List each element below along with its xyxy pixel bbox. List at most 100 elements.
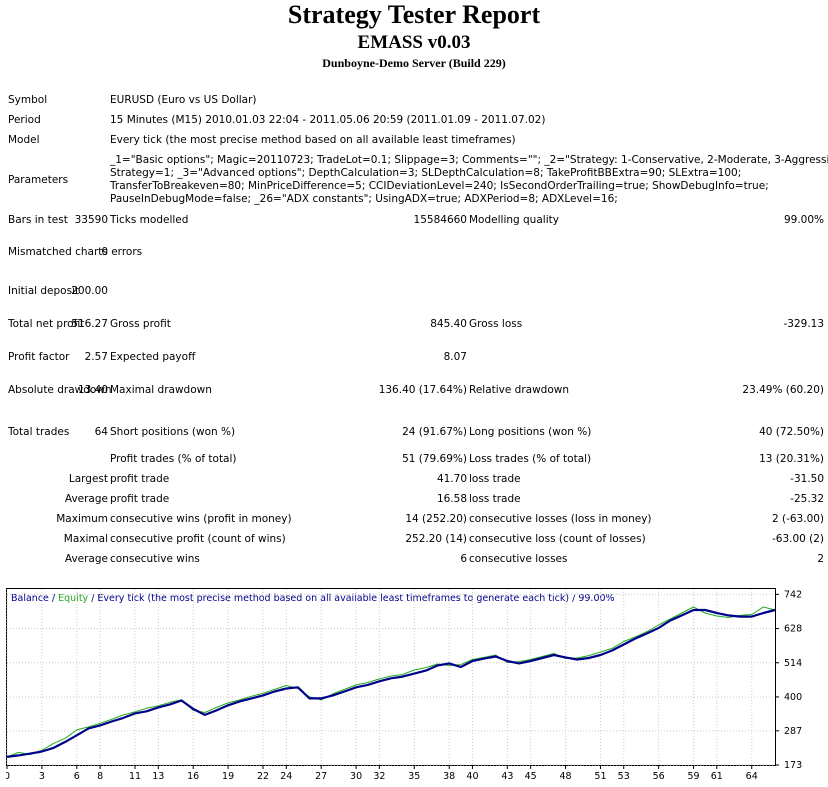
row-symbol: Symbol EURUSD (Euro vs US Dollar): [6, 90, 824, 110]
x-tick-label: 61: [711, 771, 723, 782]
series-layer: [6, 606, 776, 758]
maximum-label: Maximum: [56, 512, 108, 525]
maximal-cons-profit-value: 252.20 (14): [405, 532, 467, 545]
x-tick-label: 8: [97, 771, 103, 782]
average-profit-value: 16.58: [436, 492, 467, 505]
x-tick-label: 56: [653, 771, 665, 782]
total-trades-label: Total trades: [8, 426, 70, 438]
expert-name: EMASS v0.03: [357, 32, 471, 53]
long-positions-value: 40 (72.50%): [759, 426, 825, 438]
row-average-consecutive: Average consecutive wins 6 consecutive l…: [6, 549, 824, 569]
legend-balance: Balance: [11, 593, 49, 604]
x-tick-label: 48: [559, 771, 571, 782]
max-cons-losses-label: consecutive losses (loss in money): [469, 512, 652, 525]
x-tick-label: 30: [350, 771, 362, 782]
x-tick-label: 64: [746, 771, 758, 782]
largest-profit-value: 41.70: [436, 472, 467, 485]
row-largest: Largest profit trade 41.70 loss trade -3…: [6, 469, 824, 489]
ticks-label: Ticks modelled: [110, 213, 189, 226]
x-tick-label: 51: [594, 771, 606, 782]
x-tick-label: 45: [525, 771, 537, 782]
profit-factor-value: 2.57: [84, 351, 108, 363]
parameters-line: TransferToBreakeven=80; MinPriceDifferen…: [110, 180, 769, 192]
x-tick-label: 43: [501, 771, 513, 782]
initial-value: 200.00: [71, 285, 108, 297]
row-period: Period 15 Minutes (M15) 2010.01.03 22:04…: [6, 110, 824, 130]
balance-chart-svg: Balance / Equity / Every tick (the most …: [4, 588, 802, 782]
average-label: Average: [64, 492, 108, 505]
x-tick-label: 22: [257, 771, 269, 782]
legend-description: / Every tick (the most precise method ba…: [88, 593, 614, 604]
x-tick-label: 3: [39, 771, 45, 782]
total-trades-value: 64: [94, 426, 108, 438]
x-tick-label: 19: [222, 771, 234, 782]
average-consecutive-label: Average: [64, 552, 108, 565]
x-tick-label: 59: [687, 771, 699, 782]
net-profit-label: Total net profit: [8, 318, 85, 330]
avg-cons-losses-label: consecutive losses: [469, 552, 568, 565]
x-tick-label: 11: [129, 771, 141, 782]
gross-profit-label: Gross profit: [110, 318, 171, 330]
grid-layer: [6, 589, 775, 766]
y-tick-label: 173: [784, 760, 802, 771]
x-tick-label: 53: [618, 771, 630, 782]
x-tick-label: 27: [315, 771, 327, 782]
largest-label: Largest: [68, 472, 108, 485]
balance-chart: Balance / Equity / Every tick (the most …: [4, 588, 824, 784]
avg-cons-wins-value: 6: [460, 552, 467, 565]
y-tick-label: 400: [784, 692, 802, 703]
quality-value: 99.00%: [783, 213, 825, 226]
profit-trades-label: Profit trades (% of total): [110, 452, 237, 465]
parameters-line: Strategy=1; _3="Advanced options"; Depth…: [110, 167, 742, 179]
gross-profit-value: 845.40: [430, 318, 467, 330]
row-profit-trades: Profit trades (% of total) 51 (79.69%) L…: [6, 449, 824, 469]
ticks-value: 15584660: [413, 213, 467, 226]
absolute-drawdown-label: Absolute drawdown: [8, 384, 112, 396]
initial-label: Initial deposit: [8, 285, 80, 297]
y-tick-label: 514: [784, 658, 802, 669]
chart-legend: Balance / Equity / Every tick (the most …: [11, 593, 615, 604]
x-tick-label: 16: [187, 771, 199, 782]
model-value: Every tick (the most precise method base…: [110, 133, 516, 146]
quality-label: Modelling quality: [469, 213, 559, 226]
row-mismatched: Mismatched charts errors 0: [6, 230, 824, 275]
row-profit-factor: Profit factor 2.57 Expected payoff 8.07: [6, 341, 824, 374]
row-bars: Bars in test 33590 Ticks modelled 155846…: [6, 210, 824, 230]
largest-loss-value: -31.50: [790, 472, 825, 485]
expected-payoff-label: Expected payoff: [110, 351, 196, 363]
maximal-cons-profit-label: consecutive profit (count of wins): [110, 532, 286, 545]
report-table: Symbol EURUSD (Euro vs US Dollar) Period…: [6, 90, 828, 569]
y-axis: 742 628 514 400 287 173: [775, 589, 802, 771]
absolute-drawdown-value: 13.40: [77, 384, 108, 396]
bars-value: 33590: [74, 213, 108, 226]
maximal-cons-loss-value: -63.00 (2): [771, 532, 825, 545]
net-profit-value: 516.27: [71, 318, 108, 330]
largest-loss-label: loss trade: [469, 472, 521, 485]
row-model: Model Every tick (the most precise metho…: [6, 130, 824, 150]
bars-label: Bars in test: [8, 213, 68, 226]
average-profit-label: profit trade: [110, 492, 170, 505]
row-maximum: Maximum consecutive wins (profit in mone…: [6, 509, 824, 529]
y-tick-label: 742: [784, 589, 802, 600]
period-value: 15 Minutes (M15) 2010.01.03 22:04 - 2011…: [110, 113, 546, 126]
model-label: Model: [8, 133, 40, 146]
server-name: Dunboyne-Demo Server (Build 229): [322, 56, 506, 70]
x-tick-label: 0: [6, 771, 10, 782]
symbol-value: EURUSD (Euro vs US Dollar): [110, 93, 257, 106]
profit-trades-value: 51 (79.69%): [402, 452, 467, 465]
parameters-line: _1="Basic options"; Magic=20110723; Trad…: [110, 154, 828, 166]
x-tick-label: 24: [280, 771, 292, 782]
y-tick-label: 287: [784, 726, 802, 737]
x-tick-label: 6: [74, 771, 80, 782]
x-axis: 0 3 6 8 11 13 16 19 22 24 27 30 32 35 38 40 43 45 48 51 53 56…: [4, 765, 758, 782]
relative-drawdown-value: 23.49% (60.20): [742, 384, 825, 396]
expected-payoff-value: 8.07: [443, 351, 467, 363]
row-drawdown: Absolute drawdown 13.40 Maximal drawdown…: [6, 374, 824, 407]
profit-factor-label: Profit factor: [8, 351, 70, 363]
loss-trades-value: 13 (20.31%): [759, 452, 825, 465]
largest-profit-label: profit trade: [110, 472, 170, 485]
maximal-label: Maximal: [63, 532, 108, 545]
mismatched-label: Mismatched charts errors: [8, 246, 143, 258]
plot-frame: [6, 588, 776, 766]
parameters-value: _1="Basic options"; Magic=20110723; Trad…: [108, 150, 828, 210]
